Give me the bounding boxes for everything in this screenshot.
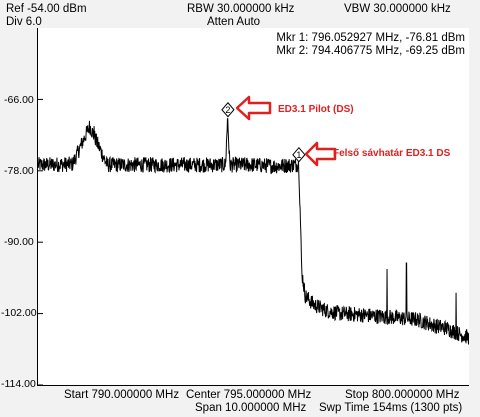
marker-1-number: 1 bbox=[296, 150, 301, 160]
rbw-label: RBW 30.000000 kHz bbox=[187, 3, 295, 15]
div-scale-label: Div 6.0 bbox=[6, 16, 42, 28]
marker-1-readout: Mkr 1: 796.052927 MHz, -76.81 dBm bbox=[276, 32, 465, 44]
spectrum-svg: 12 bbox=[38, 98, 469, 385]
edge-annotation: Felső sávhatár ED3.1 DS bbox=[333, 148, 451, 159]
y-tick-label: -90.00 bbox=[4, 236, 34, 248]
arrow-left-icon bbox=[305, 141, 337, 167]
y-tick-label: -78.00 bbox=[4, 165, 34, 177]
span-label: Span 10.000000 MHz bbox=[195, 402, 307, 414]
ref-level-label: Ref -54.00 dBm bbox=[6, 3, 87, 15]
atten-label: Atten Auto bbox=[207, 16, 261, 28]
pilot-annotation: ED3.1 Pilot (DS) bbox=[278, 104, 354, 115]
y-tick-label: -114.00 bbox=[1, 378, 36, 390]
marker-2-number: 2 bbox=[225, 105, 230, 115]
marker-2-icon[interactable]: 2 bbox=[221, 101, 235, 118]
start-freq-label: Start 790.000000 MHz bbox=[64, 389, 180, 401]
marker-2-readout: Mkr 2: 794.406775 MHz, -69.25 dBm bbox=[276, 45, 465, 57]
y-tick-label: -102.00 bbox=[1, 307, 37, 319]
marker-1-icon[interactable]: 1 bbox=[292, 146, 306, 163]
vbw-label: VBW 30.000000 kHz bbox=[344, 3, 451, 15]
spectrum-trace bbox=[38, 118, 469, 345]
stop-freq-label: Stop 800.000000 MHz bbox=[345, 389, 460, 401]
y-tick-label: -66.00 bbox=[4, 94, 34, 106]
center-freq-label: Center 795.000000 MHz bbox=[186, 389, 312, 401]
arrow-left-icon bbox=[236, 95, 272, 121]
sweep-time-label: Swp Time 154ms (1300 pts) bbox=[319, 402, 463, 414]
